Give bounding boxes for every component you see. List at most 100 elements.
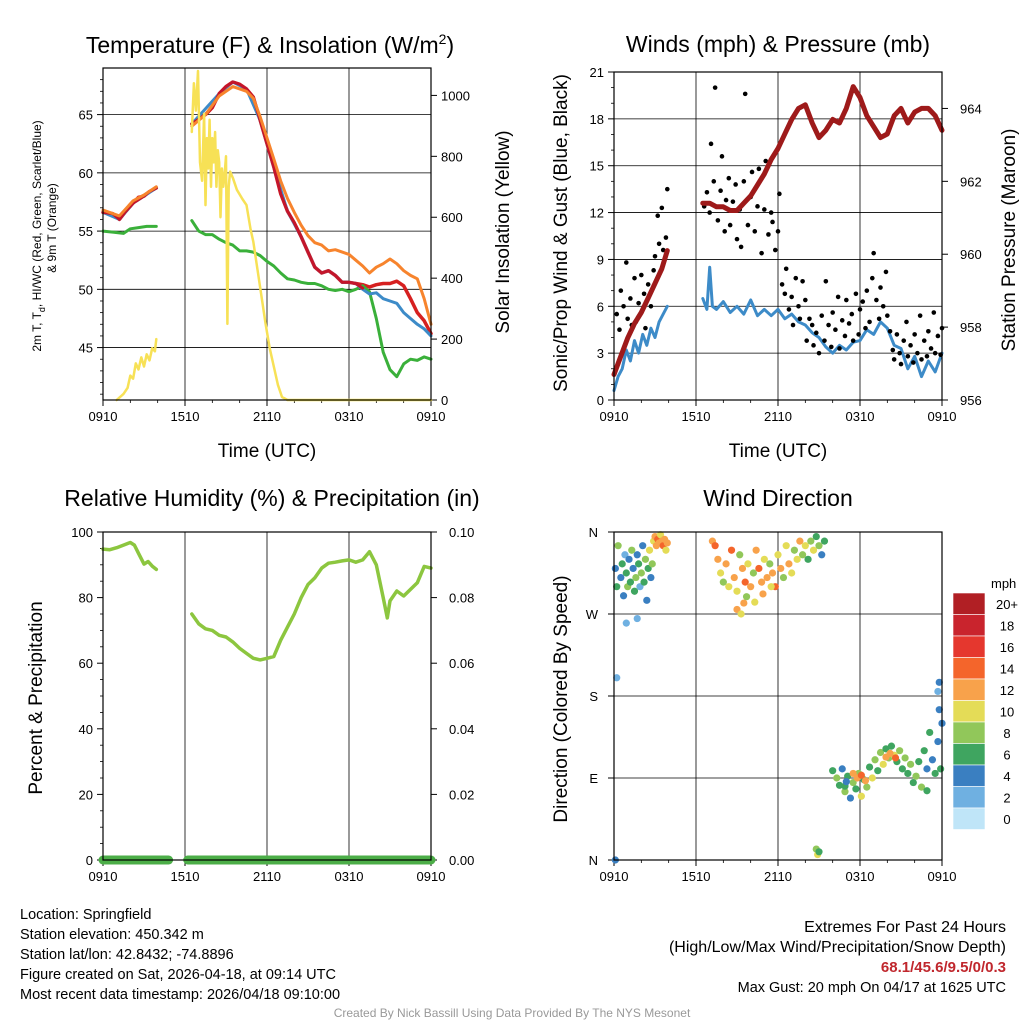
gust-point (887, 328, 893, 334)
gust-point (719, 154, 725, 159)
direction-point (876, 748, 885, 757)
gust-point (659, 205, 665, 211)
direction-point (777, 564, 785, 573)
gust-point (911, 360, 916, 365)
series-relative-humidity (190, 549, 433, 662)
direction-point (725, 583, 733, 591)
direction-point (613, 674, 621, 682)
temperature-title: Temperature (F) & Insolation (W/m2) (86, 31, 454, 58)
series-9m-t (101, 185, 158, 218)
gust-point (636, 300, 641, 306)
humidity-title: Relative Humidity (%) & Precipitation (i… (64, 485, 479, 511)
gust-point (870, 275, 875, 281)
direction-point (809, 546, 818, 554)
direction-point (807, 537, 815, 545)
direction-point (896, 747, 904, 755)
y-tick-label: 9 (597, 252, 604, 267)
location-text: Location: Springfield (20, 907, 152, 923)
direction-point (857, 792, 865, 800)
gust-point (734, 236, 740, 242)
gust-point (890, 347, 896, 353)
direction-point (917, 783, 926, 791)
direction-point (633, 614, 641, 623)
y-tick-label: 3 (597, 346, 604, 361)
gust-point (883, 269, 889, 275)
direction-point (643, 596, 651, 604)
colorbar-label: 10 (1000, 705, 1014, 720)
gust-point (800, 278, 805, 284)
gust-point (793, 275, 799, 281)
credit-line: Created By Nick Bassill Using Data Provi… (333, 1006, 691, 1020)
gust-point (742, 91, 748, 97)
gust-point (752, 229, 758, 234)
direction-point (871, 756, 879, 764)
series-solar-insolation (190, 69, 433, 402)
direction-point (742, 593, 751, 601)
gust-point (849, 311, 855, 317)
gust-point (632, 275, 637, 281)
series-relative-humidity (101, 540, 159, 572)
y2-tick-label: 964 (960, 101, 982, 116)
series-wind (612, 304, 669, 393)
series-scarlet-hi-wc (190, 80, 365, 290)
gust-point (811, 343, 816, 348)
direction-point (904, 769, 912, 778)
gust-point (756, 166, 762, 172)
y2-tick-label: 400 (441, 271, 463, 286)
gust-point (718, 188, 723, 194)
humidity-ylabel: Percent & Precipitation (26, 601, 47, 794)
gust-point (826, 322, 831, 328)
gust-point (931, 310, 937, 315)
gust-point (844, 297, 849, 303)
direction-point (815, 542, 823, 550)
y-tick-label: 21 (590, 65, 604, 80)
direction-point (815, 848, 823, 856)
gust-point (777, 191, 782, 197)
direction-point (923, 765, 931, 773)
x-tick-label: 0910 (928, 409, 957, 424)
direction-point (629, 564, 637, 573)
gust-point (897, 350, 902, 356)
gust-point (663, 235, 669, 240)
humidity-frame (102, 531, 432, 861)
direction-point (641, 555, 650, 563)
gust-point (857, 307, 863, 312)
direction-point (804, 555, 812, 563)
x-tick-label: 1510 (682, 409, 711, 424)
y-tick-label: 100 (71, 525, 93, 540)
y2-tick-label: 0.00 (449, 853, 474, 868)
direction-point (909, 778, 917, 787)
gust-point (715, 218, 721, 223)
y2-tick-label: 956 (960, 393, 982, 408)
y-tick-label: 60 (79, 656, 93, 671)
gust-point (782, 291, 788, 297)
colorbar-box (952, 700, 986, 723)
y-tick-label: 12 (590, 206, 604, 221)
gust-point (876, 316, 882, 322)
elevation-text: Station elevation: 450.342 m (20, 927, 204, 943)
gust-point (726, 175, 732, 181)
gust-point (618, 288, 624, 293)
direction-point (799, 551, 807, 559)
direction-point (741, 578, 749, 586)
gust-point (766, 232, 771, 237)
x-tick-label: 1510 (682, 869, 711, 884)
direction-point (737, 610, 745, 618)
direction-point (719, 578, 727, 586)
x-tick-label: 0910 (89, 409, 118, 424)
y-tick-label: 15 (590, 159, 604, 174)
x-tick-label: 2110 (764, 409, 792, 424)
gust-point (779, 282, 785, 287)
colorbar-box (952, 764, 986, 787)
max-gust-text: Max Gust: 20 mph On 04/17 at 1625 UTC (737, 980, 1006, 996)
direction-tick-label: S (589, 689, 598, 704)
direction-point (796, 537, 804, 545)
y2-tick-label: 962 (960, 174, 982, 189)
gust-point (919, 357, 924, 362)
gust-point (625, 316, 630, 322)
gust-point (783, 266, 789, 272)
direction-point (879, 760, 887, 768)
direction-point (626, 578, 635, 586)
y2-tick-label: 0.08 (449, 591, 474, 606)
gust-point (708, 141, 714, 147)
